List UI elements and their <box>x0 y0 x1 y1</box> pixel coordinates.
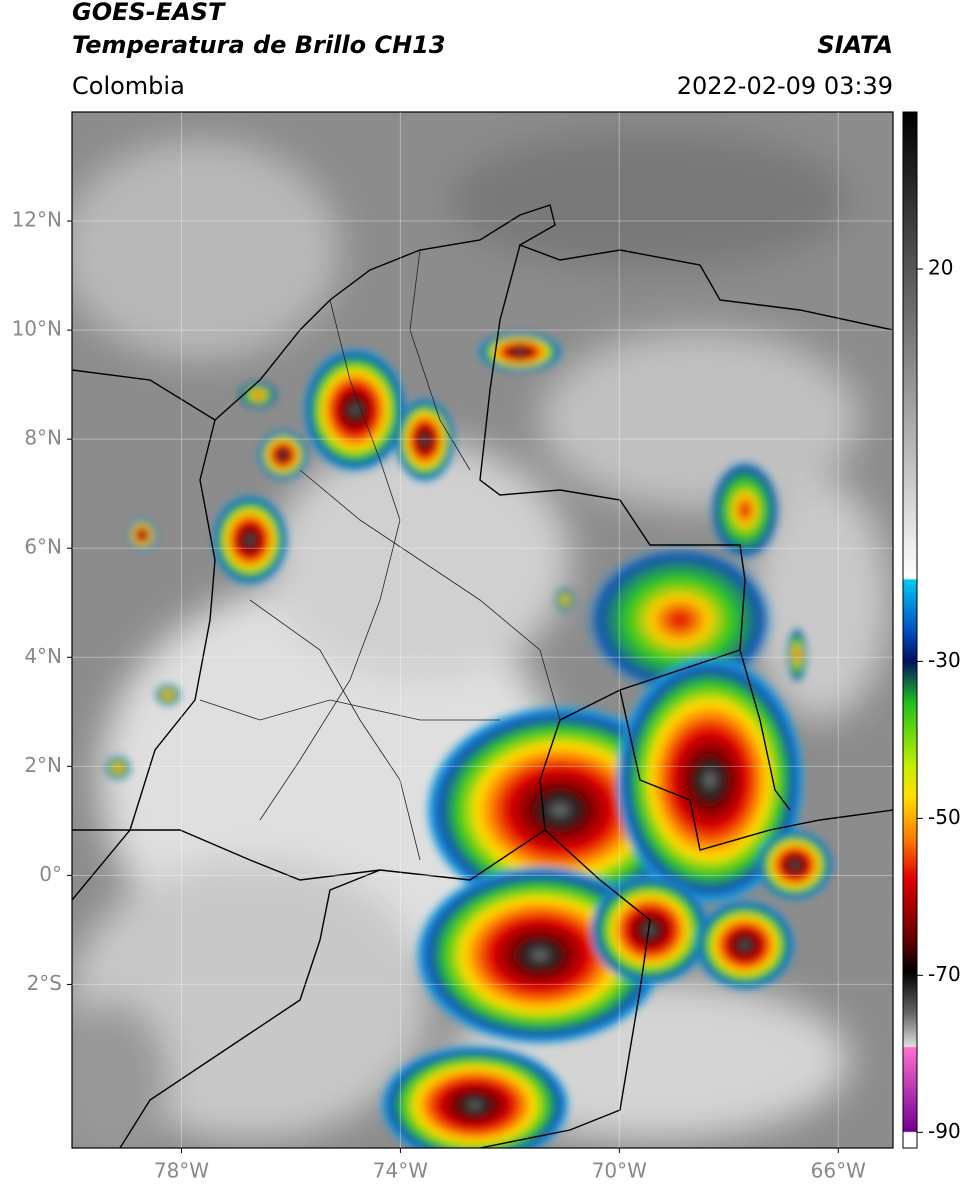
colorbar-tick-label: -90 <box>928 1119 961 1143</box>
colorbar-tick-label: -70 <box>928 962 961 986</box>
colorbar <box>902 111 918 1149</box>
y-tick-label: 2°S <box>27 971 62 995</box>
colorbar-tick-label: 20 <box>928 255 953 279</box>
source: SIATA <box>817 31 893 59</box>
satellite-image <box>72 112 893 1148</box>
region: Colombia <box>72 72 185 100</box>
y-tick-label: 8°N <box>24 426 62 450</box>
datetime: 2022-02-09 03:39 <box>677 72 893 100</box>
y-tick-label: 12°N <box>12 208 62 232</box>
x-tick-label: 66°W <box>811 1159 866 1183</box>
y-tick-label: 6°N <box>24 535 62 559</box>
x-tick-label: 78°W <box>154 1159 209 1183</box>
colorbar-tick-label: -30 <box>928 648 961 672</box>
y-tick-label: 2°N <box>24 753 62 777</box>
x-tick-label: 74°W <box>373 1159 428 1183</box>
subtitle: Temperatura de Brillo CH13 <box>72 31 446 59</box>
map-frame <box>71 111 894 1149</box>
y-tick-label: 4°N <box>24 644 62 668</box>
y-tick-label: 0° <box>39 862 62 886</box>
x-tick-label: 70°W <box>592 1159 647 1183</box>
borders <box>72 204 893 1148</box>
y-tick-label: 10°N <box>12 317 62 341</box>
colorbar-tick-label: -50 <box>928 805 961 829</box>
title: GOES-EAST <box>72 0 226 26</box>
